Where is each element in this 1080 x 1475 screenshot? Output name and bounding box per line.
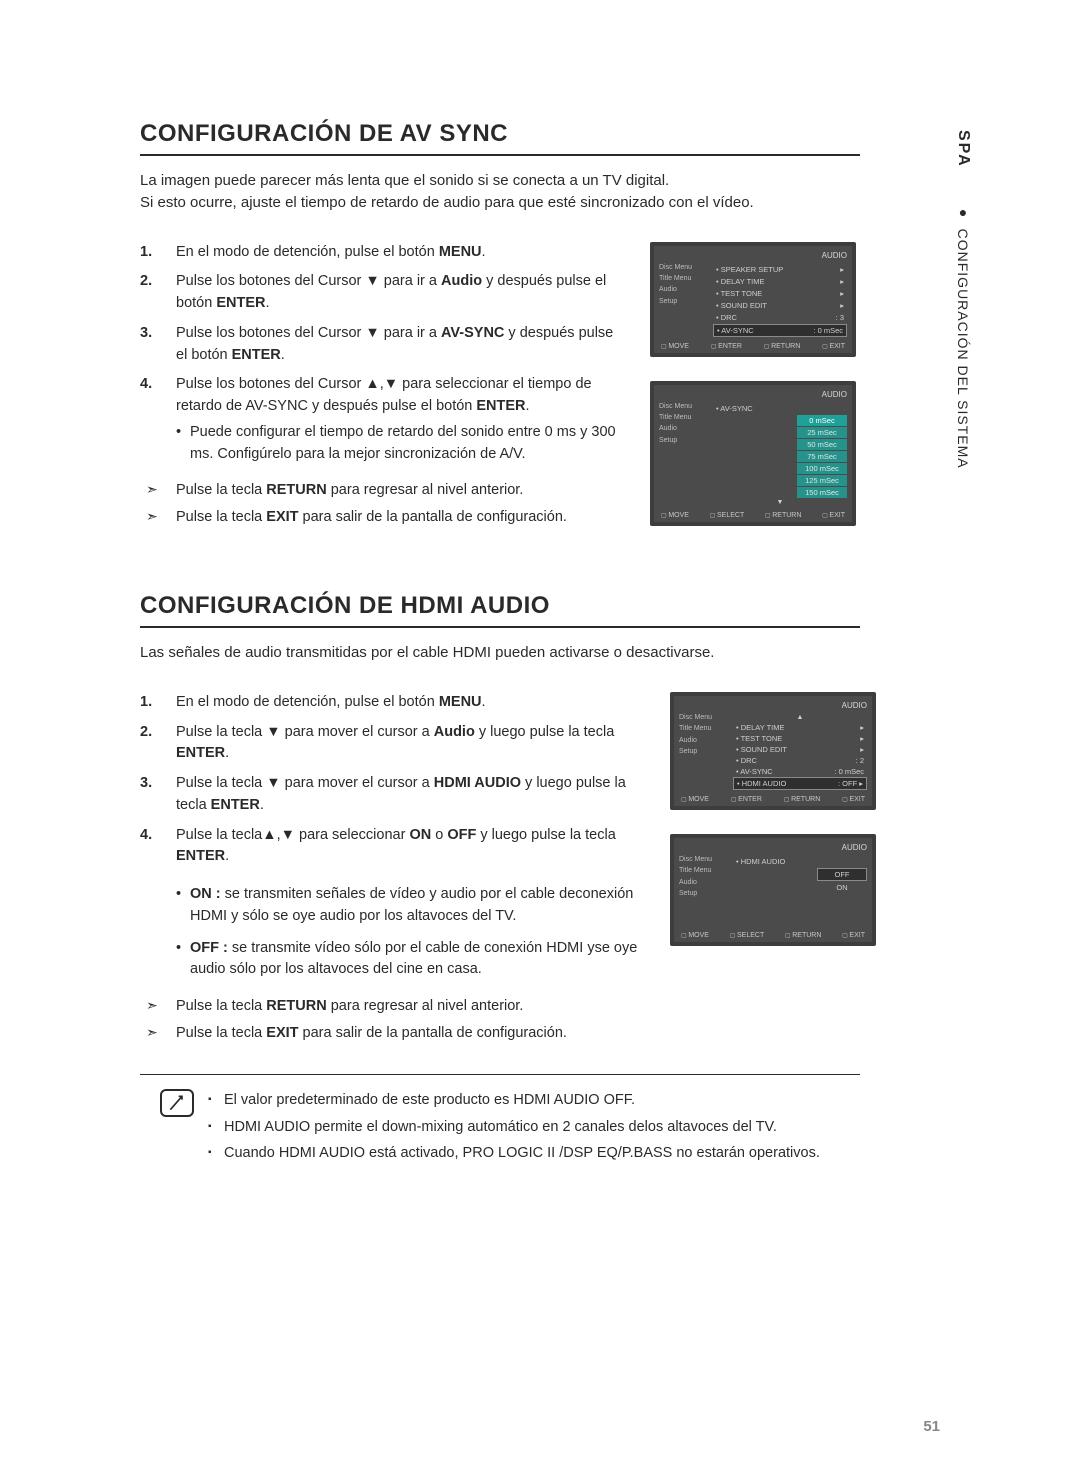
osd-left-item: Disc Menu — [659, 403, 709, 411]
step-4-note: Puede configurar el tiempo de retardo de… — [176, 422, 620, 466]
on-description: ON : se transmiten señales de vídeo y au… — [190, 884, 640, 928]
osd-option: 25 mSec — [797, 427, 847, 438]
osd-screen-hdmi-options: AUDIO Disc MenuTitle MenuAudioSetup HDMI… — [670, 834, 876, 946]
osd-left-item: Setup — [679, 890, 729, 898]
osd-left-item: Audio — [659, 425, 709, 433]
osd-left-item: Audio — [679, 737, 729, 745]
section1-intro-line2: Si esto ocurre, ajuste el tiempo de reta… — [140, 194, 754, 211]
osd-left-item: Setup — [659, 437, 709, 445]
scroll-down-icon: ▼ — [713, 499, 847, 506]
manual-page: SPA ● CONFIGURACIÓN DEL SISTEMA CONFIGUR… — [0, 0, 1080, 1475]
osd-menu-row: DRC: 2 — [733, 755, 867, 766]
osd-menu-row: TEST TONE ▸ — [733, 733, 867, 744]
osd-menu-row: AV-SYNC: 0 mSec — [713, 324, 847, 337]
section2-steps: 1. En el modo de detención, pulse el bot… — [140, 692, 640, 868]
osd-option: 0 mSec — [797, 415, 847, 426]
section2-screens: AUDIO Disc MenuTitle MenuAudioSetup ▲ DE… — [670, 692, 876, 1048]
osd-option: 50 mSec — [797, 439, 847, 450]
osd-menu-row: HDMI AUDIO — [733, 856, 867, 867]
note-icon — [160, 1089, 194, 1117]
step-2: 2. Pulse los botones del Cursor ▼ para i… — [176, 271, 620, 315]
notes-block: El valor predeterminado de este producto… — [140, 1089, 860, 1168]
hint-exit: Pulse la tecla EXIT para salir de la pan… — [176, 1022, 640, 1044]
osd-menu-row: SOUND EDIT ▸ — [733, 744, 867, 755]
osd-menu-row: AV-SYNC — [713, 403, 847, 414]
step-3: 3. Pulse los botones del Cursor ▼ para i… — [176, 323, 620, 367]
note-3: Cuando HDMI AUDIO está activado, PRO LOG… — [208, 1142, 820, 1164]
section2-title: CONFIGURACIÓN DE HDMI AUDIO — [140, 592, 860, 628]
osd-menu-row: DELAY TIME ▸ — [713, 276, 847, 287]
osd-left-item: Title Menu — [679, 725, 729, 733]
osd-left-item: Audio — [679, 879, 729, 887]
osd-menu-row: AV-SYNC: 0 mSec — [733, 766, 867, 777]
osd-left-item: Disc Menu — [659, 264, 709, 272]
osd-option: OFF — [817, 868, 867, 881]
step-1: 1. En el modo de detención, pulse el bot… — [176, 242, 620, 264]
step-4: 4. Pulse la tecla▲,▼ para seleccionar ON… — [176, 825, 640, 869]
step-3: 3. Pulse la tecla ▼ para mover el cursor… — [176, 773, 640, 817]
off-description: OFF : se transmite vídeo sólo por el cab… — [190, 938, 640, 982]
section1-intro: La imagen puede parecer más lenta que el… — [140, 170, 860, 214]
hint-return: Pulse la tecla RETURN para regresar al n… — [176, 995, 640, 1017]
notes-list: El valor predeterminado de este producto… — [208, 1089, 820, 1168]
osd-option: ON — [817, 882, 867, 893]
step-1: 1. En el modo de detención, pulse el bot… — [176, 692, 640, 714]
osd-left-item: Disc Menu — [679, 714, 729, 722]
hint-exit: Pulse la tecla EXIT para salir de la pan… — [176, 506, 620, 528]
osd-left-item: Title Menu — [659, 414, 709, 422]
scroll-up-icon: ▲ — [733, 714, 867, 721]
osd-screen-avsync-menu: AUDIO Disc MenuTitle MenuAudioSetup SPEA… — [650, 242, 856, 357]
osd-menu-row: SPEAKER SETUP ▸ — [713, 264, 847, 275]
osd-left-item: Title Menu — [679, 867, 729, 875]
section1-hints: Pulse la tecla RETURN para regresar al n… — [140, 479, 620, 528]
osd-option: 150 mSec — [797, 487, 847, 498]
section2-intro: Las señales de audio transmitidas por el… — [140, 642, 860, 664]
osd-left-item: Audio — [659, 286, 709, 294]
side-category-label: CONFIGURACIÓN DEL SISTEMA — [955, 229, 971, 469]
hint-return: Pulse la tecla RETURN para regresar al n… — [176, 479, 620, 501]
section2-text: 1. En el modo de detención, pulse el bot… — [140, 692, 640, 1048]
osd-left-item: Setup — [679, 748, 729, 756]
section1-steps: 1. En el modo de detención, pulse el bot… — [140, 242, 620, 466]
osd-menu-row: DELAY TIME ▸ — [733, 722, 867, 733]
on-off-descriptions: ON : se transmiten señales de vídeo y au… — [140, 884, 640, 981]
section1-intro-line1: La imagen puede parecer más lenta que el… — [140, 172, 669, 189]
page-number: 51 — [923, 1418, 940, 1435]
language-code: SPA — [954, 130, 972, 168]
osd-menu-row: HDMI AUDIO: OFF ▸ — [733, 777, 867, 790]
section2-content: 1. En el modo de detención, pulse el bot… — [140, 692, 860, 1048]
step-4: 4. Pulse los botones del Cursor ▲,▼ para… — [176, 374, 620, 465]
note-1: El valor predeterminado de este producto… — [208, 1089, 820, 1111]
notes-divider — [140, 1074, 860, 1075]
side-category-tab: SPA ● CONFIGURACIÓN DEL SISTEMA — [954, 130, 972, 469]
osd-screen-avsync-options: AUDIO Disc MenuTitle MenuAudioSetup AV-S… — [650, 381, 856, 526]
osd-left-item: Disc Menu — [679, 856, 729, 864]
bullet-icon: ● — [955, 204, 971, 222]
osd-option: 100 mSec — [797, 463, 847, 474]
step-2: 2. Pulse la tecla ▼ para mover el cursor… — [176, 722, 640, 766]
section1-screens: AUDIO Disc MenuTitle MenuAudioSetup SPEA… — [650, 242, 860, 533]
osd-option: 75 mSec — [797, 451, 847, 462]
osd-left-item: Title Menu — [659, 275, 709, 283]
section1-text: 1. En el modo de detención, pulse el bot… — [140, 242, 620, 533]
osd-screen-hdmi-menu: AUDIO Disc MenuTitle MenuAudioSetup ▲ DE… — [670, 692, 876, 810]
section1-title: CONFIGURACIÓN DE AV SYNC — [140, 120, 860, 156]
osd-menu-row: SOUND EDIT ▸ — [713, 300, 847, 311]
osd-left-item: Setup — [659, 298, 709, 306]
osd-menu-row: TEST TONE ▸ — [713, 288, 847, 299]
osd-option: 125 mSec — [797, 475, 847, 486]
section2-hints: Pulse la tecla RETURN para regresar al n… — [140, 995, 640, 1044]
osd-menu-row: DRC: 3 — [713, 312, 847, 323]
section1-content: 1. En el modo de detención, pulse el bot… — [140, 242, 860, 533]
note-2: HDMI AUDIO permite el down-mixing automá… — [208, 1116, 820, 1138]
